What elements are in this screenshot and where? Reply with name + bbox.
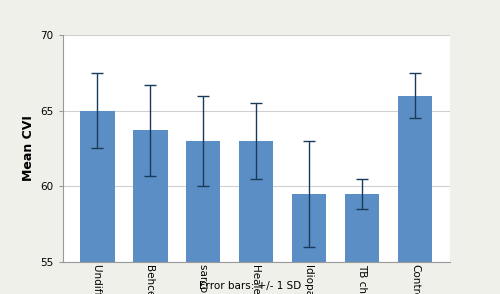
Y-axis label: Mean CVI: Mean CVI [22,116,35,181]
Bar [345,194,380,262]
Bar [239,141,274,262]
Bar [186,141,220,262]
Bar [398,96,432,262]
Bar [133,130,168,262]
Bar [80,111,114,262]
Bar [292,194,326,262]
Text: Error bars: +/- 1 SD: Error bars: +/- 1 SD [199,281,301,291]
